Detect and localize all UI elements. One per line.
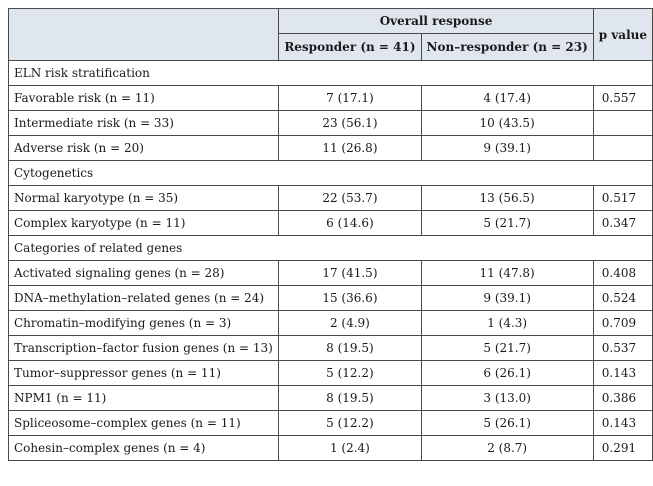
responder-cell: 5 (12.2)	[278, 410, 422, 436]
table-row: Chromatin–modifying genes (n = 3) 2 (4.9…	[7, 310, 653, 336]
table-row: Transcription–factor fusion genes (n = 1…	[7, 335, 653, 361]
responder-cell: 8 (19.5)	[278, 335, 422, 361]
row-label: Complex karyotype (n = 11)	[7, 210, 280, 236]
row-label: Chromatin–modifying genes (n = 3)	[7, 310, 280, 336]
table-row: Intermediate risk (n = 33) 23 (56.1) 10 …	[7, 110, 653, 136]
p-value-cell: 0.524	[592, 285, 653, 311]
row-label: Cohesin–complex genes (n = 4)	[7, 435, 280, 461]
p-value-cell: 0.408	[592, 260, 653, 286]
responder-cell: 1 (2.4)	[278, 435, 422, 461]
row-label: Spliceosome–complex genes (n = 11)	[7, 410, 280, 436]
table-row: Tumor–suppressor genes (n = 11) 5 (12.2)…	[7, 360, 653, 386]
responder-cell: 2 (4.9)	[278, 310, 422, 336]
p-value-cell: 0.557	[592, 85, 653, 111]
non-responder-cell: 5 (21.7)	[420, 210, 594, 236]
non-responder-cell: 6 (26.1)	[420, 360, 594, 386]
p-value-cell: 0.347	[592, 210, 653, 236]
row-label: Adverse risk (n = 20)	[7, 135, 280, 161]
row-label: Normal karyotype (n = 35)	[7, 185, 280, 211]
table-row: Normal karyotype (n = 35) 22 (53.7) 13 (…	[7, 185, 653, 211]
non-responder-cell: 9 (39.1)	[420, 285, 594, 311]
responder-cell: 7 (17.1)	[278, 85, 422, 111]
row-label: Intermediate risk (n = 33)	[7, 110, 280, 136]
section-title: Cytogenetics	[8, 160, 653, 186]
row-label: DNA–methylation–related genes (n = 24)	[7, 285, 280, 311]
non-responder-cell: 10 (43.5)	[420, 110, 594, 136]
p-value-cell	[592, 110, 653, 136]
header-p-value: p value	[592, 8, 653, 61]
p-value-cell: 0.517	[592, 185, 653, 211]
non-responder-cell: 5 (21.7)	[420, 335, 594, 361]
row-label: Favorable risk (n = 11)	[7, 85, 280, 111]
table-row: Activated signaling genes (n = 28) 17 (4…	[7, 260, 653, 286]
header-empty	[7, 8, 280, 61]
non-responder-cell: 3 (13.0)	[420, 385, 594, 411]
non-responder-cell: 5 (26.1)	[420, 410, 594, 436]
section-title: ELN risk stratification	[8, 60, 653, 86]
responder-cell: 6 (14.6)	[278, 210, 422, 236]
p-value-cell: 0.143	[592, 360, 653, 386]
table-row: DNA–methylation–related genes (n = 24) 1…	[7, 285, 653, 311]
non-responder-cell: 4 (17.4)	[420, 85, 594, 111]
responder-cell: 8 (19.5)	[278, 385, 422, 411]
section-title: Categories of related genes	[8, 235, 653, 261]
table-row: Cohesin–complex genes (n = 4) 1 (2.4) 2 …	[7, 435, 653, 461]
table-row: Adverse risk (n = 20) 11 (26.8) 9 (39.1)	[7, 135, 653, 161]
header-overall-response: Overall response	[278, 8, 594, 34]
responder-cell: 17 (41.5)	[278, 260, 422, 286]
p-value-cell: 0.291	[592, 435, 653, 461]
p-value-cell: 0.386	[592, 385, 653, 411]
section-row: ELN risk stratification	[8, 60, 653, 86]
table-body: ELN risk stratification Favorable risk (…	[7, 60, 653, 461]
p-value-cell: 0.709	[592, 310, 653, 336]
header-responder: Responder (n = 41)	[278, 33, 422, 61]
table-header: Overall response p value Responder (n = …	[7, 8, 653, 61]
section-row: Categories of related genes	[8, 235, 653, 261]
responder-cell: 23 (56.1)	[278, 110, 422, 136]
response-table: Overall response p value Responder (n = …	[7, 8, 653, 461]
responder-cell: 15 (36.6)	[278, 285, 422, 311]
p-value-cell: 0.143	[592, 410, 653, 436]
row-label: Activated signaling genes (n = 28)	[7, 260, 280, 286]
responder-cell: 22 (53.7)	[278, 185, 422, 211]
non-responder-cell: 11 (47.8)	[420, 260, 594, 286]
p-value-cell: 0.537	[592, 335, 653, 361]
table-row: Favorable risk (n = 11) 7 (17.1) 4 (17.4…	[7, 85, 653, 111]
non-responder-cell: 1 (4.3)	[420, 310, 594, 336]
non-responder-cell: 9 (39.1)	[420, 135, 594, 161]
row-label: Transcription–factor fusion genes (n = 1…	[7, 335, 280, 361]
p-value-cell	[592, 135, 653, 161]
table-row: NPM1 (n = 11) 8 (19.5) 3 (13.0) 0.386	[7, 385, 653, 411]
section-row: Cytogenetics	[8, 160, 653, 186]
table-row: Complex karyotype (n = 11) 6 (14.6) 5 (2…	[7, 210, 653, 236]
row-label: Tumor–suppressor genes (n = 11)	[7, 360, 280, 386]
non-responder-cell: 13 (56.5)	[420, 185, 594, 211]
header-non-responder: Non–responder (n = 23)	[420, 33, 594, 61]
responder-cell: 11 (26.8)	[278, 135, 422, 161]
row-label: NPM1 (n = 11)	[7, 385, 280, 411]
responder-cell: 5 (12.2)	[278, 360, 422, 386]
table-row: Spliceosome–complex genes (n = 11) 5 (12…	[7, 410, 653, 436]
non-responder-cell: 2 (8.7)	[420, 435, 594, 461]
